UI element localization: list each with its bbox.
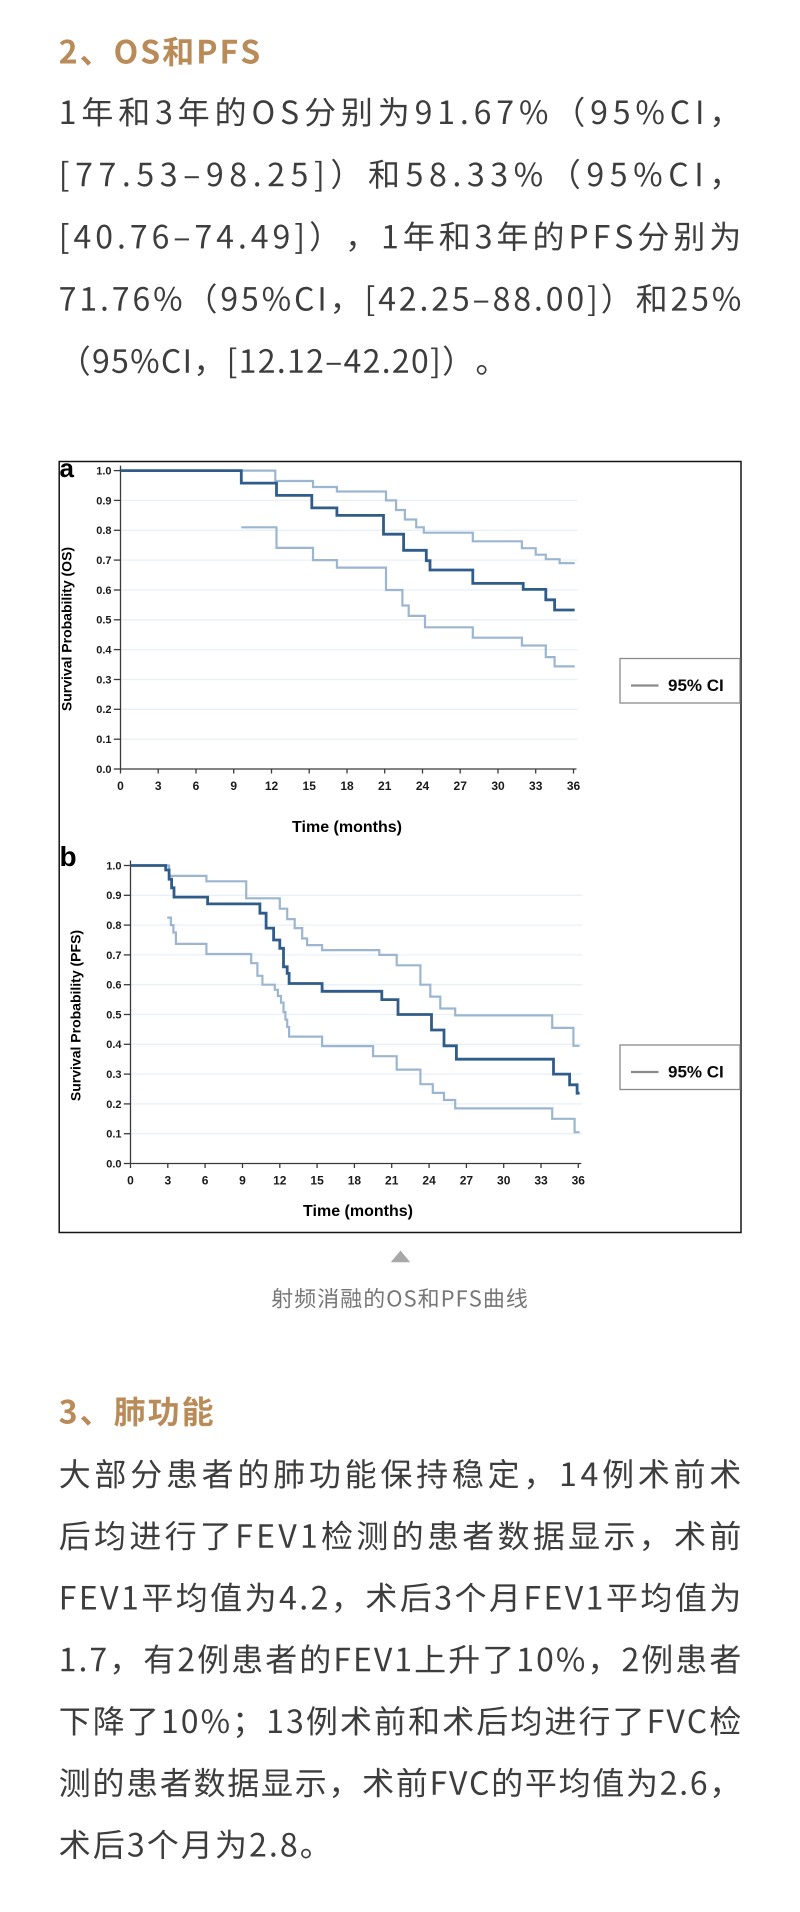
svg-text:21: 21 — [378, 779, 392, 793]
svg-text:18: 18 — [340, 779, 354, 793]
svg-text:3: 3 — [155, 779, 162, 793]
svg-text:a: a — [60, 453, 75, 483]
svg-text:0.7: 0.7 — [96, 555, 111, 567]
svg-text:0.2: 0.2 — [106, 1099, 121, 1111]
svg-text:30: 30 — [497, 1174, 511, 1188]
svg-text:Survival Probability (PFS): Survival Probability (PFS) — [67, 930, 83, 1101]
svg-text:21: 21 — [385, 1174, 399, 1188]
svg-text:0.8: 0.8 — [96, 525, 111, 537]
svg-text:b: b — [60, 841, 77, 872]
svg-text:15: 15 — [303, 779, 317, 793]
svg-text:95% CI: 95% CI — [668, 676, 724, 695]
svg-text:95% CI: 95% CI — [668, 1063, 724, 1082]
svg-text:0.3: 0.3 — [106, 1069, 121, 1081]
svg-text:6: 6 — [193, 779, 200, 793]
svg-text:12: 12 — [273, 1174, 287, 1188]
svg-text:0.8: 0.8 — [106, 920, 121, 932]
svg-text:27: 27 — [454, 779, 468, 793]
svg-text:9: 9 — [239, 1174, 246, 1188]
svg-text:30: 30 — [491, 779, 505, 793]
svg-text:0.9: 0.9 — [96, 495, 111, 507]
svg-text:0: 0 — [127, 1174, 134, 1188]
svg-text:24: 24 — [422, 1174, 436, 1188]
svg-text:0.7: 0.7 — [106, 950, 121, 962]
svg-text:27: 27 — [460, 1174, 474, 1188]
svg-text:0.0: 0.0 — [96, 764, 111, 776]
svg-text:Survival Probability (OS): Survival Probability (OS) — [58, 547, 74, 711]
svg-text:3: 3 — [164, 1174, 171, 1188]
svg-text:0.0: 0.0 — [106, 1158, 121, 1170]
svg-text:36: 36 — [567, 779, 581, 793]
svg-text:0.1: 0.1 — [106, 1129, 121, 1141]
svg-text:1.0: 1.0 — [106, 860, 121, 872]
svg-text:0.5: 0.5 — [106, 1009, 121, 1021]
svg-text:33: 33 — [529, 779, 543, 793]
svg-text:33: 33 — [534, 1174, 548, 1188]
svg-text:24: 24 — [416, 779, 430, 793]
svg-text:36: 36 — [572, 1174, 586, 1188]
svg-text:0.6: 0.6 — [96, 585, 111, 597]
svg-text:6: 6 — [202, 1174, 209, 1188]
svg-text:0.9: 0.9 — [106, 890, 121, 902]
svg-text:0.4: 0.4 — [106, 1039, 122, 1051]
svg-text:18: 18 — [348, 1174, 362, 1188]
svg-text:0.6: 0.6 — [106, 980, 121, 992]
svg-text:1.0: 1.0 — [96, 466, 111, 478]
svg-text:0.5: 0.5 — [96, 615, 111, 627]
svg-text:0: 0 — [117, 779, 124, 793]
svg-text:12: 12 — [265, 779, 279, 793]
svg-text:15: 15 — [310, 1174, 324, 1188]
svg-text:9: 9 — [230, 779, 237, 793]
svg-text:Time (months): Time (months) — [303, 1203, 413, 1220]
svg-text:0.1: 0.1 — [96, 734, 111, 746]
svg-text:0.3: 0.3 — [96, 674, 111, 686]
svg-text:0.2: 0.2 — [96, 704, 111, 716]
svg-text:0.4: 0.4 — [96, 645, 112, 657]
svg-text:Time (months): Time (months) — [292, 819, 402, 836]
